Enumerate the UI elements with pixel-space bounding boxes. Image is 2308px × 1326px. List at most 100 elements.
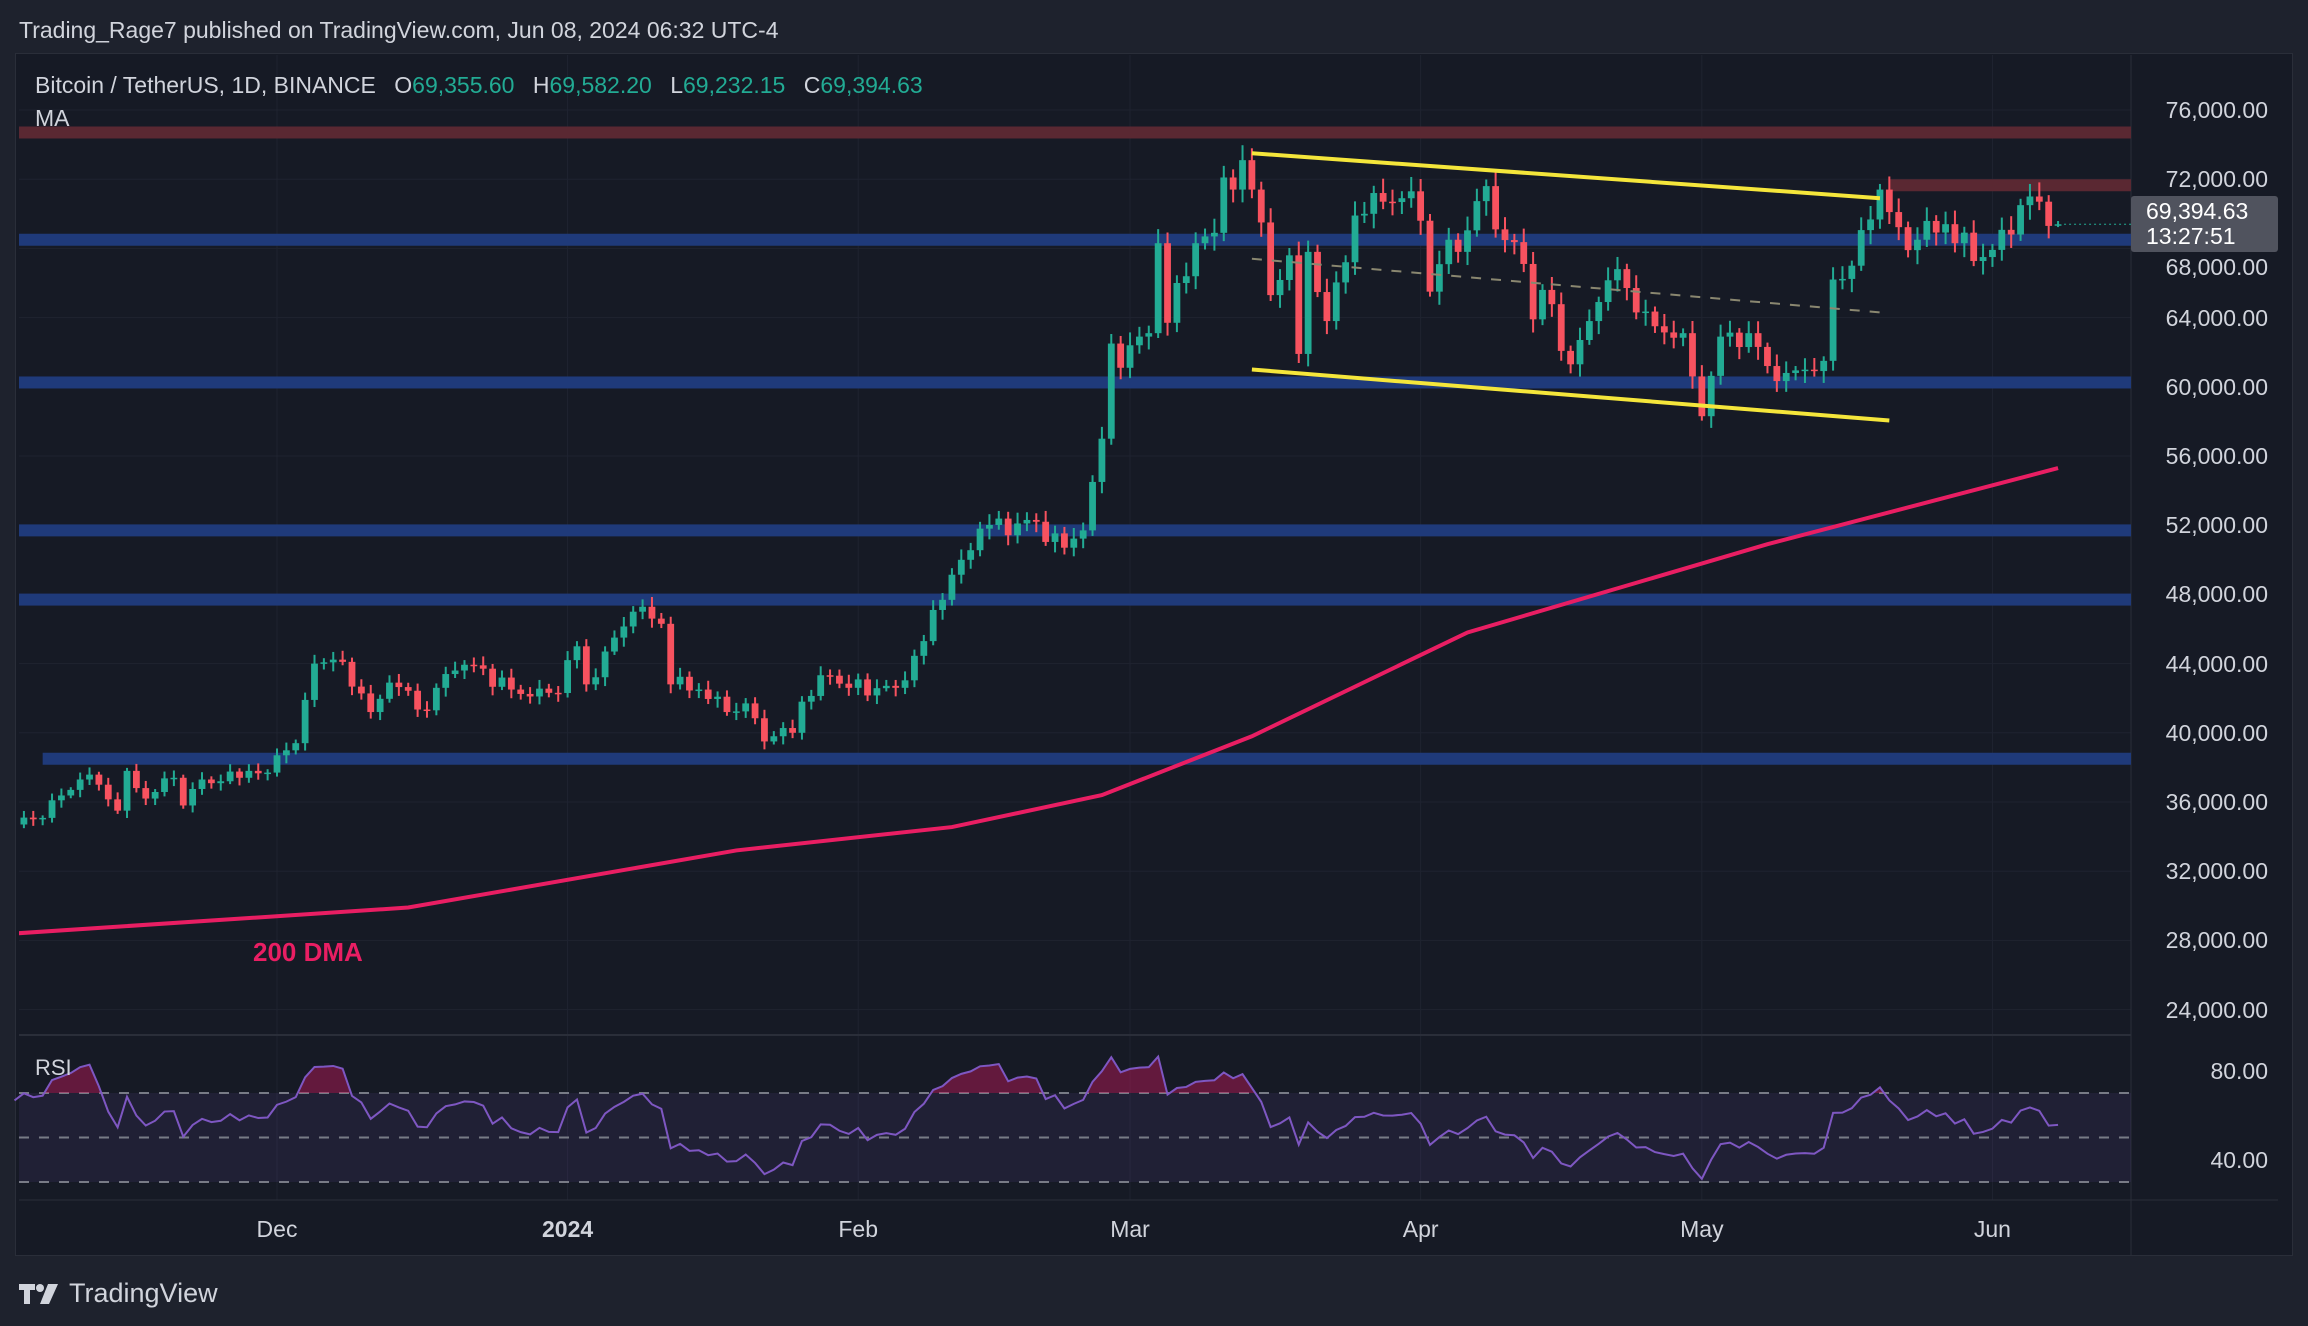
candle-down [1698,376,1706,417]
channel-mid-trendline [1251,257,1881,314]
candle-up [695,689,703,692]
candle-up [1070,538,1078,548]
price-tick-label: 68,000.00 [2165,254,2268,280]
candle-up [1539,289,1546,320]
candle-down [845,683,853,688]
candle-up [1792,370,1799,373]
candle-up [1089,481,1096,531]
price-tick-label: 48,000.00 [2165,581,2268,608]
last-price-value: 69,394.63 [2146,198,2249,224]
candle-up [854,679,862,688]
candle-down [507,677,515,690]
candle-up [611,637,618,652]
candle-up [498,677,506,687]
candle-up [48,800,56,818]
candle-down [489,668,497,687]
candle-up [817,675,825,696]
candle-down [667,623,675,685]
candle-up [1942,224,1949,233]
candle-up [1220,177,1228,233]
candle-up [1801,369,1809,372]
price-tick-label: 32,000.00 [2165,858,2268,885]
high-key: H [532,72,550,98]
candle-up [2054,224,2062,226]
support-zone [19,233,2131,246]
candle-up [986,524,993,529]
candle-up [11,824,18,827]
candle-up [1239,160,1246,190]
candle-down [423,709,431,712]
candle-up [1914,239,1921,251]
support-zone [42,752,2131,765]
candle-down [1417,191,1425,221]
price-tick-label: 28,000.00 [2165,927,2268,954]
candle-down [1323,292,1331,322]
candle-up [1829,279,1837,361]
candle-down [1689,333,1696,377]
candle-down [142,788,150,799]
candle-up [564,660,571,694]
time-tick-label: Mar [1110,1216,1150,1242]
candle-up [1304,251,1312,354]
ma-indicator-label[interactable]: MA [35,105,70,131]
candle-up [948,574,956,600]
candle-up [1435,264,1443,292]
candle-down [339,659,347,662]
candle-down [1426,220,1434,292]
candle-down [104,784,112,800]
candle-down [1061,533,1068,548]
candle-down [1754,333,1762,347]
candle-up [1332,282,1340,322]
time-tick-label: 2024 [542,1216,594,1242]
chart-panel[interactable] [15,53,2293,1256]
tradingview-logo[interactable]: TradingView [19,1278,218,1309]
candle-down [479,665,487,669]
rsi-band [19,1093,2131,1182]
symbol-title[interactable]: Bitcoin / TetherUS, 1D, BINANCE [35,72,376,98]
rsi-indicator-label[interactable]: RSI [35,1055,72,1080]
price-tick-label: 72,000.00 [2165,166,2268,193]
candle-down [236,771,243,778]
candle-down [686,676,693,691]
candle-down [1501,229,1509,241]
candle-up [1173,283,1181,323]
candle-up [1979,257,1987,262]
candle-up [1585,321,1593,341]
candle-up [442,674,450,688]
candle-up [1482,186,1490,202]
candle-up [601,651,609,678]
candle-down [1379,193,1387,202]
candle-up [732,711,740,713]
candle-up [1285,255,1293,280]
candle-up [1445,239,1453,265]
candle-up [1201,236,1209,244]
candle-down [545,688,553,693]
candle-up [161,778,168,792]
candle-down [367,693,375,713]
candle-down [1810,369,1818,372]
candle-up [1642,311,1650,314]
candle-down [892,685,900,688]
candle-up [151,791,159,799]
candle-up [1023,519,1031,524]
candle-up [432,687,440,711]
candle-down [2007,229,2015,235]
candle-up [123,770,131,811]
candle-up [536,688,543,697]
candle-up [273,755,281,773]
candle-up [592,677,600,685]
candle-up [976,528,984,551]
candle-up [1989,249,1996,258]
candle-up [292,743,300,751]
candle-up [1192,243,1200,277]
candle-down [526,693,534,697]
candle-down [1267,222,1275,296]
candle-up [620,626,628,638]
candle-up [1473,201,1481,231]
candle-down [1904,227,1912,251]
candle-up [217,781,225,784]
candle-up [779,728,787,737]
candle-up [770,736,778,742]
candle-up [920,641,928,656]
